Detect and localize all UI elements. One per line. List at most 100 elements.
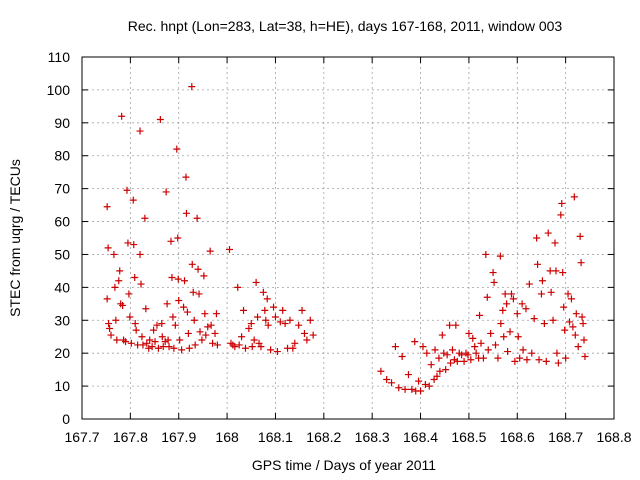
data-point xyxy=(562,354,570,362)
data-point xyxy=(499,306,507,314)
data-point xyxy=(212,310,220,318)
data-point xyxy=(417,387,425,395)
data-point xyxy=(107,331,115,339)
data-point xyxy=(190,316,198,324)
data-point xyxy=(576,232,584,240)
data-point xyxy=(460,357,468,365)
data-point xyxy=(289,344,297,352)
data-point xyxy=(145,344,153,352)
y-tick-label: 70 xyxy=(54,181,70,197)
data-point xyxy=(516,354,524,362)
data-point xyxy=(577,259,585,267)
x-tick-label: 168.1 xyxy=(258,429,293,445)
data-point xyxy=(168,273,176,281)
y-axis-label: STEC from uqrg / TECUs xyxy=(7,159,23,317)
data-point xyxy=(489,269,497,277)
data-point xyxy=(535,356,543,364)
y-tick-label: 50 xyxy=(54,246,70,262)
data-point xyxy=(446,321,454,329)
data-point xyxy=(281,320,289,328)
data-point xyxy=(136,127,144,135)
data-point xyxy=(309,331,317,339)
data-point xyxy=(538,277,546,285)
data-point xyxy=(411,338,419,346)
data-point xyxy=(377,367,385,375)
y-tick-label: 60 xyxy=(54,214,70,230)
data-point xyxy=(560,303,568,311)
data-point xyxy=(125,290,133,298)
chart-title: Rec. hnpt (Lon=283, Lat=38, h=HE), days … xyxy=(128,18,563,34)
data-point xyxy=(198,336,206,344)
data-point xyxy=(425,382,433,390)
data-point xyxy=(496,252,504,260)
data-point xyxy=(206,247,214,255)
data-point xyxy=(579,320,587,328)
data-point xyxy=(204,323,212,331)
data-point xyxy=(567,295,575,303)
data-point xyxy=(464,351,472,359)
data-point xyxy=(132,326,140,334)
data-point xyxy=(300,329,308,337)
data-point xyxy=(391,343,399,351)
data-point xyxy=(494,354,502,362)
y-tick-label: 110 xyxy=(48,49,71,65)
data-point xyxy=(180,303,188,311)
data-point xyxy=(270,303,278,311)
data-point xyxy=(537,290,545,298)
data-point xyxy=(123,186,131,194)
data-point xyxy=(185,344,193,352)
x-tick-label: 168.2 xyxy=(306,429,341,445)
data-point xyxy=(479,354,487,362)
data-point xyxy=(276,318,284,326)
data-point xyxy=(544,229,552,237)
data-point xyxy=(188,260,196,268)
x-tick-label: 168 xyxy=(215,429,239,445)
data-point xyxy=(119,301,127,309)
y-tick-label: 20 xyxy=(54,345,70,361)
axis-ticks: 167.7 167.8 167.9 168 168.1 168.2 168.3 168.4 16… xyxy=(47,49,632,445)
data-point xyxy=(129,196,137,204)
data-point xyxy=(490,278,498,286)
data-point xyxy=(213,341,221,349)
data-point xyxy=(306,316,314,324)
data-point xyxy=(279,306,287,314)
y-tick-label: 0 xyxy=(62,411,70,427)
data-point xyxy=(570,193,578,201)
y-tick-label: 100 xyxy=(47,82,71,98)
data-point xyxy=(506,328,514,336)
data-point xyxy=(286,316,294,324)
data-point xyxy=(519,346,527,354)
data-point xyxy=(103,203,111,211)
data-point xyxy=(193,214,201,222)
data-point xyxy=(557,211,565,219)
data-point xyxy=(234,283,242,291)
data-point xyxy=(471,343,479,351)
data-point xyxy=(146,336,154,344)
data-point xyxy=(241,344,249,352)
data-point xyxy=(162,188,170,196)
data-point xyxy=(178,346,186,354)
x-tick-label: 167.7 xyxy=(64,429,99,445)
data-point xyxy=(176,336,184,344)
data-point xyxy=(104,244,112,252)
data-point xyxy=(551,239,559,247)
x-tick-label: 168.7 xyxy=(548,429,583,445)
data-point xyxy=(202,331,210,339)
data-point xyxy=(533,234,541,242)
data-point xyxy=(111,283,119,291)
y-tick-label: 10 xyxy=(54,378,70,394)
data-point xyxy=(252,278,260,286)
data-point xyxy=(245,325,253,332)
data-point xyxy=(458,351,466,359)
y-tick-label: 40 xyxy=(54,279,70,295)
data-point xyxy=(261,306,269,314)
data-point xyxy=(235,341,243,349)
data-point xyxy=(181,277,189,285)
data-point xyxy=(566,318,574,326)
data-point xyxy=(191,341,199,349)
data-point xyxy=(156,116,164,124)
data-point xyxy=(553,349,561,357)
data-point xyxy=(569,323,577,331)
data-point xyxy=(433,372,441,380)
data-point xyxy=(182,209,190,217)
